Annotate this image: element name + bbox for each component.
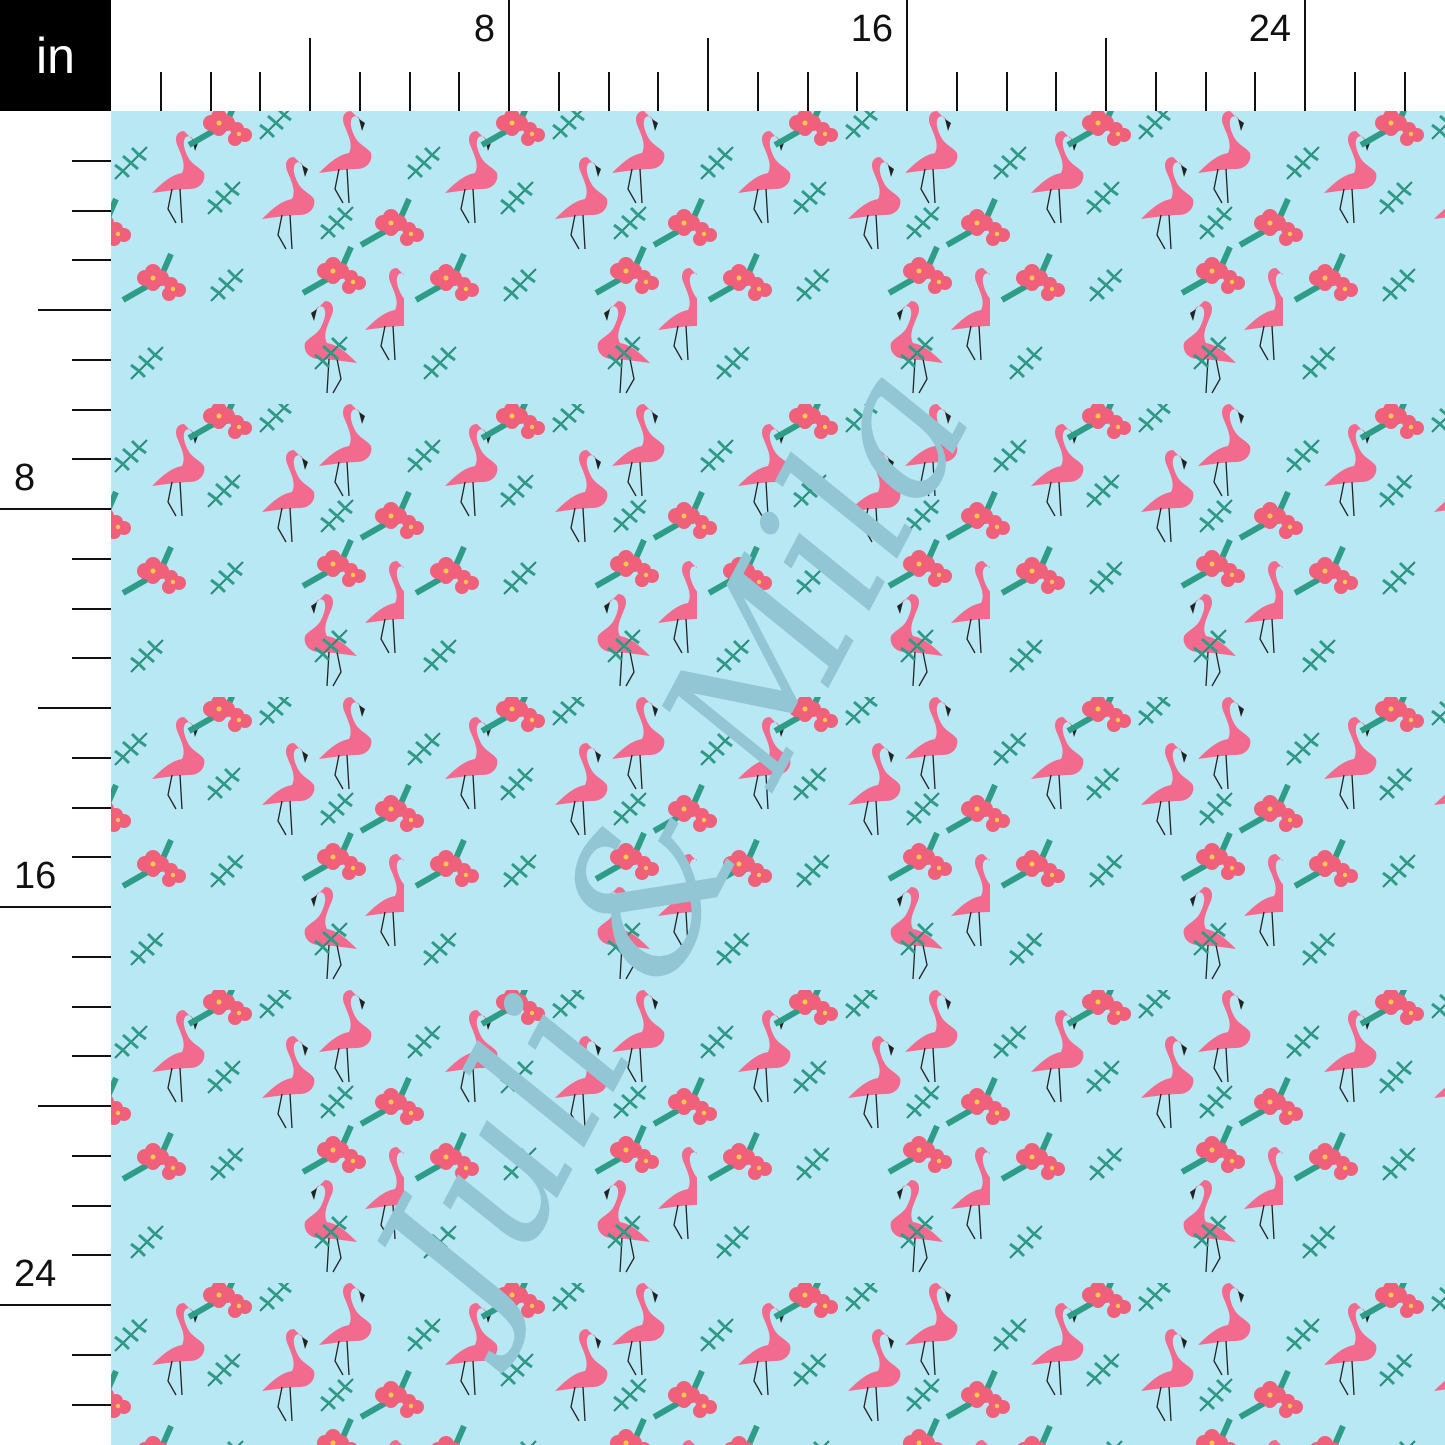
ruler-tick: [72, 557, 111, 560]
ruler-tick: [856, 72, 859, 111]
ruler-tick: [657, 72, 660, 111]
ruler-tick: [72, 756, 111, 759]
ruler-tick: [72, 856, 111, 859]
top-ruler: 8 16 24: [111, 0, 1445, 111]
ruler-tick: [358, 72, 361, 111]
ruler-tick: [72, 1353, 111, 1356]
ruler-tick: [38, 1105, 111, 1107]
ruler-tick: [309, 38, 311, 111]
pattern-fill: [111, 111, 1445, 1445]
ruler-tick: [259, 72, 262, 111]
ruler-tick: [72, 1403, 111, 1406]
ruler-label: 24: [14, 1253, 57, 1295]
ruler-tick: [1055, 72, 1058, 111]
ruler-tick: [72, 1055, 111, 1058]
ruler-tick: [0, 1304, 111, 1306]
unit-badge: in: [0, 0, 111, 111]
ruler-tick: [756, 72, 759, 111]
ruler-tick: [955, 72, 958, 111]
ruler-tick: [72, 1154, 111, 1157]
ruler-tick: [72, 1005, 111, 1008]
unit-label: in: [36, 27, 75, 84]
ruler-tick: [458, 72, 461, 111]
ruler-tick: [1403, 72, 1406, 111]
ruler-tick: [72, 806, 111, 809]
ruler-tick: [72, 657, 111, 660]
ruler-tick: [1105, 38, 1107, 111]
ruler-tick: [607, 72, 610, 111]
ruler-tick: [38, 309, 111, 311]
ruler-tick: [557, 72, 560, 111]
ruler-tick: [209, 72, 212, 111]
ruler-tick: [1254, 72, 1257, 111]
left-ruler: 8 16 24: [0, 111, 111, 1445]
ruler-label: 16: [850, 8, 893, 50]
ruler-tick: [72, 408, 111, 411]
ruler-tick: [72, 955, 111, 958]
ruler-tick: [707, 38, 709, 111]
ruler-tick: [508, 0, 510, 111]
ruler-tick: [0, 906, 111, 908]
ruler-tick: [72, 159, 111, 162]
ruler-tick: [1353, 72, 1356, 111]
ruler-tick: [72, 209, 111, 212]
ruler-label: 24: [1248, 8, 1291, 50]
ruler-tick: [72, 1204, 111, 1207]
ruler-tick: [1154, 72, 1157, 111]
ruler-tick: [72, 458, 111, 461]
ruler-tick: [408, 72, 411, 111]
ruler-tick: [806, 72, 809, 111]
ruler-tick: [72, 259, 111, 262]
ruler-tick: [72, 358, 111, 361]
ruler-tick: [1005, 72, 1008, 111]
ruler-tick: [159, 72, 162, 111]
fabric-pattern: Juli & Mila: [111, 111, 1445, 1445]
ruler-label: 8: [473, 8, 495, 50]
ruler-tick: [1204, 72, 1207, 111]
ruler-tick: [1304, 0, 1306, 111]
ruler-tick: [72, 1254, 111, 1257]
ruler-label: 16: [14, 855, 57, 897]
ruler-tick: [0, 508, 111, 510]
ruler-tick: [72, 607, 111, 610]
ruler-tick: [906, 0, 908, 111]
ruler-tick: [38, 707, 111, 709]
ruler-label: 8: [14, 457, 36, 499]
